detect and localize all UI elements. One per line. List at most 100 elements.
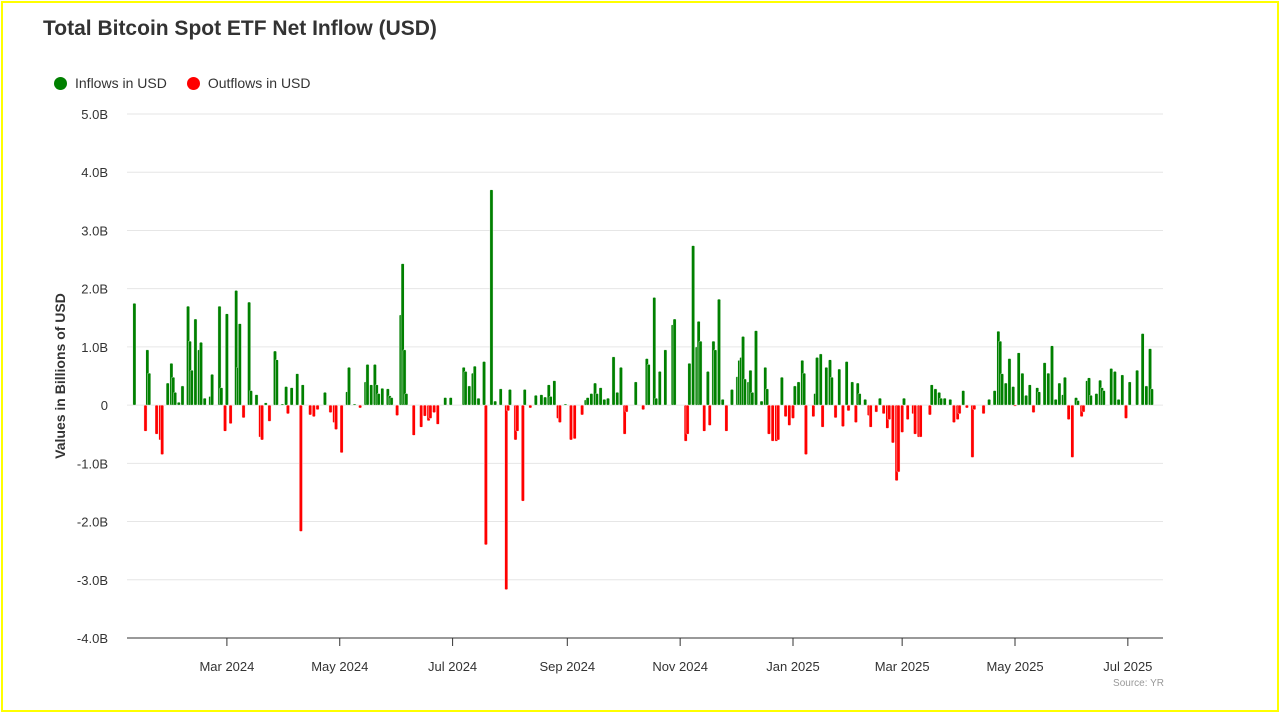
legend-label-inflows: Inflows in USD [75,75,167,91]
outflow-bar [339,404,344,454]
outflow-bar [423,404,427,417]
outflow-bar [411,404,416,436]
inflow-bar [275,359,279,406]
outflow-bar [436,404,440,425]
inflow-bar [633,381,638,406]
inflow-bar [263,402,268,406]
inflow-bar [815,357,819,406]
inflow-bar [698,340,703,406]
inflow-bar [280,403,285,406]
y-axis-ticks: 5.0B 4.0B 3.0B 2.0B 1.0B 0 -1.0B -2.0B -3.0B -4.0… [77,107,108,646]
legend-marker-outflows [186,76,200,90]
outflow-bar [811,404,816,417]
y-tick-label: -2.0B [77,515,108,530]
outflow-bar [707,404,712,426]
outflow-bar [504,404,509,590]
outflow-bar [143,404,148,432]
outflow-bar [820,404,825,428]
inflow-bar [522,389,527,406]
outflow-bar [286,404,290,415]
inflow-bar [850,381,854,406]
outflow-bar [1013,404,1017,407]
inflow-bar [463,371,468,406]
inflow-bar [602,399,607,406]
inflow-bar [687,362,692,406]
inflow-bar [189,369,194,406]
inflow-bar [389,397,394,406]
outflow-bar [1124,404,1128,419]
outflow-bar [685,404,690,435]
y-tick-label: 0 [101,398,108,413]
inflow-bar [672,318,677,406]
legend-marker-inflows [54,76,67,90]
outflow-bar [1031,404,1036,413]
outflow-bar [528,404,533,409]
y-tick-label: 3.0B [81,223,108,238]
y-tick-label: -4.0B [77,631,108,646]
inflow-bar [992,390,997,406]
inflow-bar [595,393,599,406]
inflow-bar [730,389,734,406]
y-tick-label: -3.0B [77,573,108,588]
outflow-bar [767,404,771,435]
inflow-bar [1076,400,1080,406]
inflow-bar [238,323,242,406]
outflow-bar [1081,404,1086,413]
outflow-bar [572,404,577,440]
inflow-bar [1024,395,1028,406]
inflow-bar [443,397,448,406]
inflow-bar [563,403,568,406]
y-tick-label: 5.0B [81,107,108,122]
inflow-bar [219,387,224,406]
x-tick-label: Mar 2024 [199,659,254,674]
outflow-bar [702,404,706,432]
inflow-bar [663,349,668,406]
outflow-bar [918,404,923,438]
inflow-bar [173,392,177,406]
inflow-bar [606,397,610,406]
legend-item-inflows[interactable]: Inflows in USD [54,75,167,91]
outflow-bar [641,404,645,410]
inflow-bar [323,392,327,406]
outflow-bar [484,404,488,546]
outflow-bar [580,404,584,416]
outflow-bar [223,404,227,432]
outflow-bar [868,404,873,428]
inflow-bar [369,384,374,406]
outflow-bar [419,404,423,428]
outflow-bar [791,404,795,419]
source-note: Source: YR [1113,678,1164,689]
y-tick-label: 2.0B [81,282,108,297]
inflow-bar [180,385,185,406]
x-tick-label: Sep 2024 [539,659,595,674]
x-tick-label: Mar 2025 [875,659,930,674]
outflow-bar [558,404,562,423]
outflow-bar [804,404,808,455]
chart-title: Total Bitcoin Spot ETF Net Inflow (USD) [43,17,437,40]
outflow-bar [328,404,333,413]
outflow-bar [896,404,901,473]
outflow-bar [874,404,879,413]
inflow-bar [585,397,590,406]
inflow-bar [942,397,947,406]
inflow-bar [165,382,170,406]
inflow-bar [552,380,557,406]
inflow-bar [254,394,259,406]
inflow-bar [284,386,288,406]
outflow-bar [724,404,729,432]
inflow-bar [717,298,721,406]
inflow-bar [933,388,938,406]
inflow-bar [754,330,758,406]
inflow-bar [1042,362,1047,406]
inflow-bar [750,392,755,406]
outflow-bar [506,404,510,412]
inflow-bar [210,374,214,406]
inflow-bar [489,189,494,406]
outflow-bar [965,404,969,409]
legend-item-outflows[interactable]: Outflows in USD [186,75,311,91]
inflow-bar [202,397,207,406]
outflow-bar [299,404,303,532]
inflow-bar [1057,382,1062,406]
outflow-bar [841,404,845,427]
outflow-bar [228,404,233,424]
